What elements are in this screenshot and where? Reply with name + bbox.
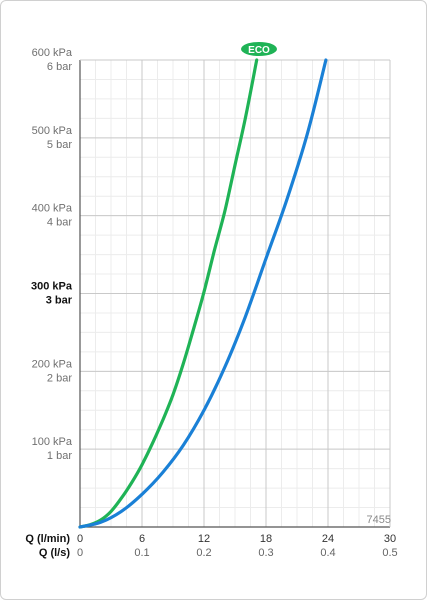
y-tick-label-bar: 3 bar bbox=[46, 295, 73, 307]
series-layer bbox=[78, 58, 328, 529]
x-axis-row-label: Q (l/s) bbox=[39, 547, 71, 559]
x-tick-label: 0 bbox=[77, 533, 83, 545]
eco-badge-text: ECO bbox=[248, 45, 270, 56]
x-tick-label: 0 bbox=[77, 547, 83, 559]
x-tick-label: 0.2 bbox=[196, 547, 211, 559]
x-axis-row-label: Q (l/min) bbox=[25, 533, 70, 545]
y-tick-label-kpa: 600 kPa bbox=[32, 47, 73, 59]
eco-badge: ECO bbox=[241, 42, 277, 56]
chart-code: 7455 bbox=[367, 514, 391, 526]
y-tick-label-bar: 1 bar bbox=[47, 450, 72, 462]
y-tick-label-kpa: 400 kPa bbox=[32, 203, 73, 215]
series-line-1 bbox=[78, 58, 259, 529]
x-tick-label: 0.3 bbox=[258, 547, 273, 559]
x-tick-label: 0.4 bbox=[320, 547, 335, 559]
axis-labels: 100 kPa 1 bar 200 kPa 2 bar 300 kPa 3 bar 400 … bbox=[25, 47, 397, 559]
y-tick-label-kpa: 200 kPa bbox=[32, 358, 73, 370]
y-tick-label-kpa: 300 kPa bbox=[31, 281, 73, 293]
x-tick-label: 30 bbox=[384, 533, 396, 545]
y-tick-label-bar: 5 bar bbox=[47, 139, 72, 151]
y-tick-label-kpa: 100 kPa bbox=[32, 436, 73, 448]
x-tick-label: 6 bbox=[139, 533, 145, 545]
x-tick-label: 12 bbox=[198, 533, 210, 545]
x-tick-label: 0.5 bbox=[382, 547, 397, 559]
grid bbox=[79, 59, 391, 528]
y-tick-label-kpa: 500 kPa bbox=[32, 125, 73, 137]
y-tick-label-bar: 6 bar bbox=[47, 61, 72, 73]
x-tick-label: 18 bbox=[260, 533, 272, 545]
eco-badge-shape bbox=[241, 42, 277, 56]
x-tick-label: 0.1 bbox=[134, 547, 149, 559]
y-tick-label-bar: 2 bar bbox=[47, 372, 72, 384]
x-tick-label: 24 bbox=[322, 533, 334, 545]
series-line-2 bbox=[78, 58, 328, 529]
y-tick-label-bar: 4 bar bbox=[47, 217, 72, 229]
